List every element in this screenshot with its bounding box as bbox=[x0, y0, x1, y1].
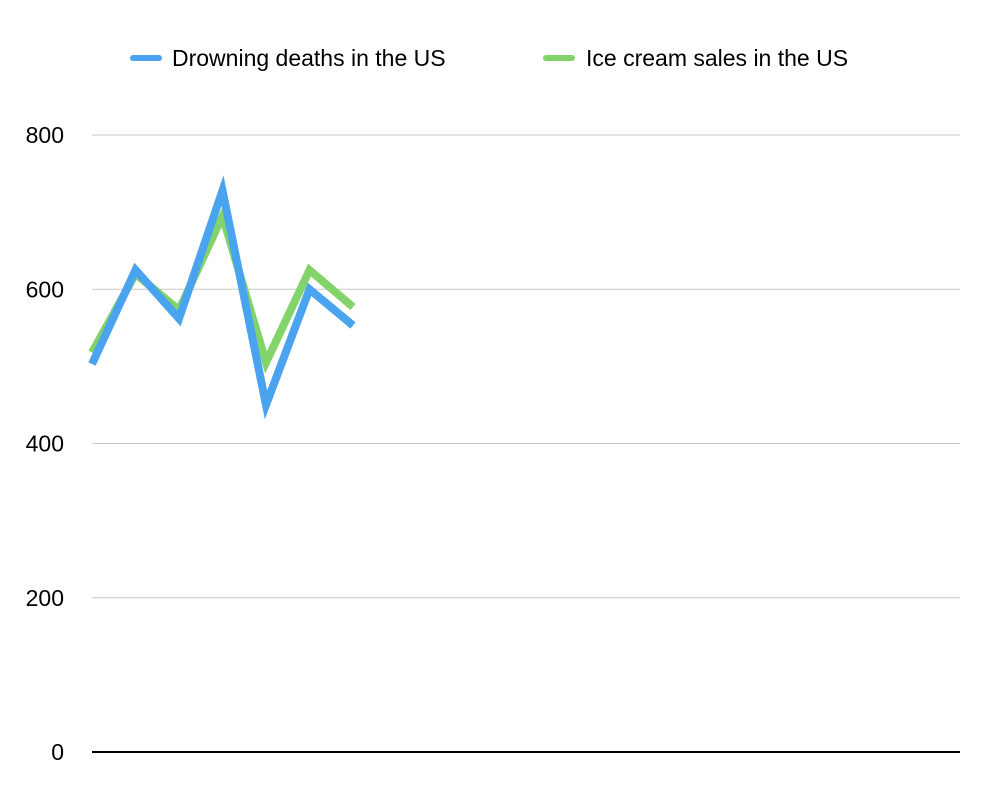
series-lines bbox=[88, 175, 356, 420]
y-axis: 0 200 400 600 800 bbox=[26, 122, 64, 765]
y-tick-label-800: 800 bbox=[26, 122, 64, 148]
series-line-drowning bbox=[88, 175, 356, 420]
y-tick-label-600: 600 bbox=[26, 276, 64, 302]
chart-legend: Drowning deaths in the US Ice cream sale… bbox=[130, 45, 848, 71]
legend-label-ice-cream: Ice cream sales in the US bbox=[586, 45, 848, 71]
y-tick-label-200: 200 bbox=[26, 585, 64, 611]
gridlines bbox=[92, 134, 960, 753]
y-tick-label-0: 0 bbox=[51, 739, 64, 765]
y-tick-label-400: 400 bbox=[26, 431, 64, 457]
legend-label-drowning: Drowning deaths in the US bbox=[172, 45, 446, 71]
